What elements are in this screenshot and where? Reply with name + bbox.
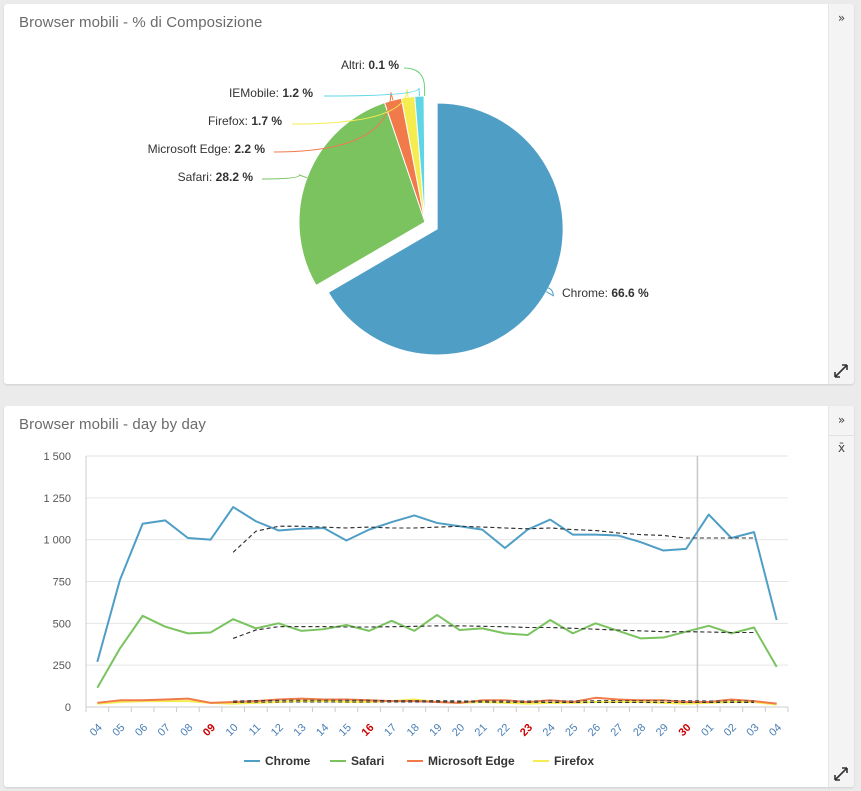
pie-connector-chrome	[541, 286, 554, 297]
legend-label-firefox: Firefox	[554, 754, 594, 768]
x-tick-label: 12	[269, 722, 286, 739]
pie-chart-title: Browser mobili - % di Composizione	[19, 14, 263, 31]
pie-label-chrome: Chrome: 66.6 %	[562, 286, 649, 300]
legend-item-microsoft-edge[interactable]: Microsoft Edge	[407, 754, 515, 768]
y-tick-label: 1 250	[43, 493, 71, 505]
x-tick-label: 09	[201, 722, 218, 739]
legend-label-safari: Safari	[351, 754, 384, 768]
pie-chart-card: Browser mobili - % di Composizione » Chr…	[4, 4, 854, 384]
trend-line-chrome	[232, 525, 755, 553]
x-tick-label: 06	[133, 722, 150, 739]
x-tick-label: 05	[110, 722, 127, 739]
expand-arrows-icon[interactable]	[832, 362, 850, 380]
x-tick-label: 10	[224, 722, 241, 739]
pie-connector-safari	[261, 174, 308, 180]
pie-connector-altri	[403, 67, 426, 97]
x-tick-label: 11	[247, 722, 264, 739]
x-tick-label: 20	[450, 722, 467, 739]
x-tick-label: 30	[676, 722, 693, 739]
series-line-chrome	[96, 506, 778, 663]
x-tick-label: 01	[699, 722, 716, 739]
x-tick-label: 29	[654, 722, 671, 739]
x-tick-label: 03	[744, 722, 761, 739]
pie-connector-iemobile	[323, 87, 420, 97]
x-tick-label: 27	[609, 722, 626, 739]
x-tick-label: 18	[405, 722, 422, 739]
pie-label-altri: Altri: 0.1 %	[341, 58, 399, 72]
y-tick-label: 1 500	[43, 451, 71, 463]
line-chart-title: Browser mobili - day by day	[19, 416, 206, 433]
pie-label-iemobile: IEMobile: 1.2 %	[229, 86, 313, 100]
trend-line-microsoft-edge	[233, 699, 755, 702]
double-chevron-right-icon[interactable]: »	[837, 11, 846, 25]
line-chart-card: Browser mobili - day by day » x̄ 0 250 500…	[4, 406, 854, 787]
x-tick-label: 14	[314, 722, 331, 739]
legend-item-chrome[interactable]: Chrome	[244, 754, 311, 768]
pie-card-side-toolbar: »	[828, 4, 854, 384]
pie-slice-safari	[298, 102, 426, 287]
x-tick-label: 26	[586, 722, 603, 739]
x-tick-label: 07	[156, 722, 173, 739]
pie-slice-chrome	[327, 102, 564, 356]
pie-connector-microsoft-edge	[273, 92, 394, 153]
expand-arrows-icon[interactable]	[832, 765, 850, 783]
pie-connector-firefox	[291, 89, 409, 125]
trend-line-safari	[233, 625, 755, 639]
x-tick-label: 22	[495, 722, 512, 739]
x-tick-label: 04	[88, 722, 105, 739]
double-chevron-right-icon[interactable]: »	[837, 413, 846, 427]
line-card-side-toolbar: » x̄	[828, 406, 854, 787]
legend-item-safari[interactable]: Safari	[330, 754, 384, 768]
line-chart: 0 250 500 750 1 000 1 250 1 500 04 05 06 07 08 09 10 1…	[43, 451, 789, 768]
x-tick-label: 15	[337, 722, 354, 739]
x-bar-mean-icon[interactable]: x̄	[829, 435, 854, 460]
x-tick-label: 08	[178, 722, 195, 739]
trend-line-firefox	[233, 701, 755, 703]
x-tick-label: 24	[541, 722, 558, 739]
y-tick-label: 500	[53, 618, 71, 630]
x-tick-label: 13	[292, 722, 309, 739]
x-tick-label: 28	[631, 722, 648, 739]
y-tick-label: 1 000	[43, 535, 71, 547]
pie-slice-altri	[423, 95, 426, 223]
pie-label-microsoft-edge: Microsoft Edge: 2.2 %	[148, 142, 266, 156]
pie-chart: Chrome: 66.6 % Safari: 28.2 % Microsoft Ed…	[148, 58, 649, 356]
x-tick-label: 21	[473, 722, 490, 739]
y-tick-label: 750	[53, 577, 71, 589]
x-tick-label: 19	[427, 722, 444, 739]
x-tick-label: 02	[722, 722, 739, 739]
x-tick-label: 17	[382, 722, 399, 739]
x-tick-label: 04	[767, 722, 784, 739]
legend-label-microsoft-edge: Microsoft Edge	[428, 754, 515, 768]
x-tick-label: 16	[359, 722, 376, 739]
legend-label-chrome: Chrome	[265, 754, 311, 768]
y-tick-label: 250	[53, 660, 71, 672]
pie-label-firefox: Firefox: 1.7 %	[208, 114, 282, 128]
pie-label-safari: Safari: 28.2 %	[178, 170, 254, 184]
x-tick-label: 25	[563, 722, 580, 739]
y-tick-label: 0	[65, 702, 71, 714]
chart-legend: Chrome Safari Microsoft Edge Firefox	[244, 754, 594, 768]
x-tick-label: 23	[518, 722, 535, 739]
legend-item-firefox[interactable]: Firefox	[533, 754, 594, 768]
